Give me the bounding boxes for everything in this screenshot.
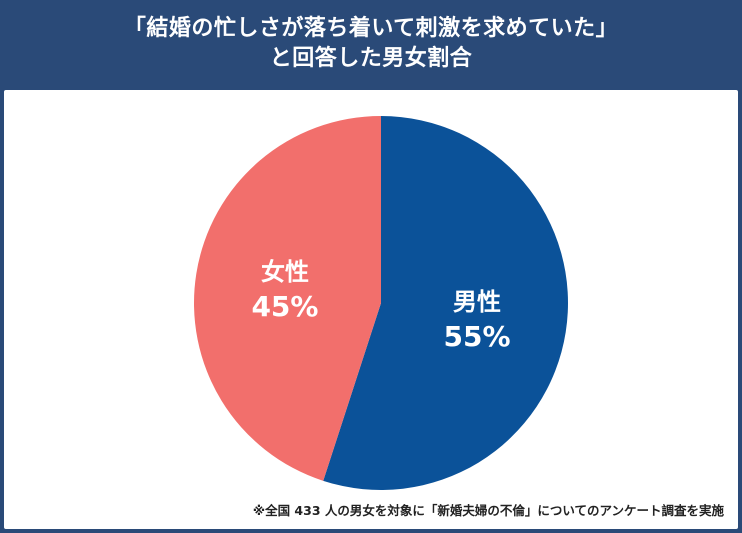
pie-slice-female [194, 116, 381, 481]
survey-footnote: ※全国 433 人の男女を対象に「新婚夫婦の不倫」についてのアンケート調査を実施 [252, 503, 724, 518]
chart-title-line-2: と回答した男女割合 [269, 46, 473, 71]
chart-panel: 男性 55% 女性 45% ※全国 433 人の男女を対象に「新婚夫婦の不倫」について… [4, 90, 738, 529]
pie-label-female: 女性 [261, 258, 309, 286]
pie-value-male: 55% [444, 320, 511, 353]
pie-label-male: 男性 [453, 288, 501, 316]
pie-slice-male [323, 116, 569, 490]
chart-header: 「結婚の忙しさが落ち着いて刺激を求めていた」 と回答した男女割合 [0, 0, 742, 88]
chart-title-line-1: 「結婚の忙しさが落ち着いて刺激を求めていた」 [123, 16, 619, 41]
pie-value-female: 45% [251, 290, 318, 323]
pie-labels: 男性 55% 女性 45% [251, 258, 510, 353]
pie-slices [194, 116, 569, 490]
pie-chart: 男性 55% 女性 45% [194, 116, 569, 490]
